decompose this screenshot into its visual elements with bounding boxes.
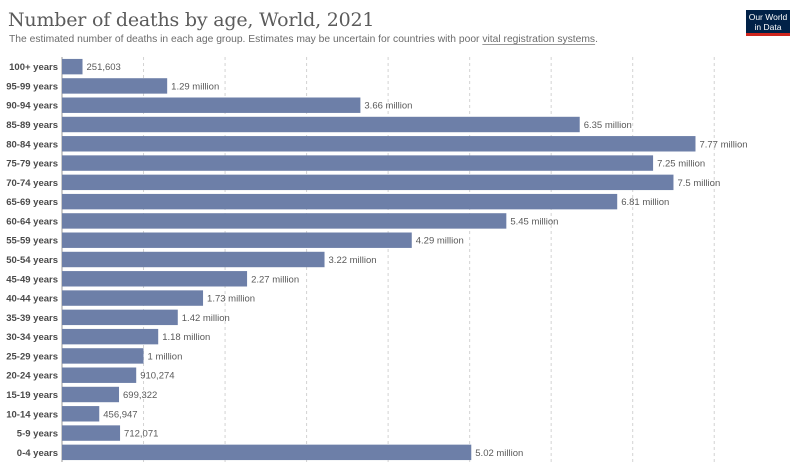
bar[interactable] <box>62 290 204 306</box>
chart-subtitle: The estimated number of deaths in each a… <box>9 34 598 45</box>
bar[interactable] <box>62 386 120 403</box>
category-label: 90-94 years <box>6 101 58 112</box>
category-labels: 100+ years 95-99 years 90-94 years 85-89 ye… <box>6 62 58 459</box>
value-label: 456,947 <box>103 409 137 420</box>
category-label: 15-19 years <box>6 390 58 401</box>
bar[interactable] <box>62 271 248 287</box>
category-label: 0-4 years <box>17 448 58 459</box>
bar[interactable] <box>62 425 121 441</box>
value-label: 1.42 million <box>182 313 230 324</box>
subtitle-text: The estimated number of deaths in each a… <box>9 34 483 45</box>
category-label: 50-54 years <box>6 255 58 266</box>
bar[interactable] <box>62 174 674 191</box>
category-label: 5-9 years <box>17 429 58 440</box>
category-label: 40-44 years <box>6 294 58 305</box>
bar[interactable] <box>62 328 159 345</box>
logo-line-2: in Data <box>754 21 782 32</box>
value-label: 1.73 million <box>207 294 255 305</box>
category-label: 75-79 years <box>6 159 58 170</box>
category-label: 35-39 years <box>6 313 58 324</box>
bars <box>62 58 696 461</box>
value-label: 6.35 million <box>584 120 632 131</box>
value-label: 1.18 million <box>162 332 210 343</box>
value-label: 7.5 million <box>677 178 720 189</box>
value-label: 712,071 <box>124 429 158 440</box>
bar[interactable] <box>62 193 618 210</box>
bar[interactable] <box>62 78 168 94</box>
value-label: 6.81 million <box>621 197 669 208</box>
bar[interactable] <box>62 58 83 75</box>
category-label: 45-49 years <box>6 274 58 285</box>
bar[interactable] <box>62 406 100 422</box>
chart-title: Number of deaths by age, World, 2021 <box>8 9 375 31</box>
value-label: 4.29 million <box>416 236 464 247</box>
vital-registration-link[interactable]: vital registration systems <box>482 34 596 45</box>
value-label: 5.02 million <box>475 448 523 459</box>
category-label: 55-59 years <box>6 236 58 247</box>
value-label: 1.29 million <box>171 81 219 92</box>
value-label: 2.27 million <box>251 274 299 285</box>
bar[interactable] <box>62 367 137 383</box>
category-label: 100+ years <box>9 62 58 73</box>
value-label: 7.77 million <box>699 139 747 150</box>
value-label: 251,603 <box>87 62 121 73</box>
bar[interactable] <box>62 444 472 461</box>
category-label: 30-34 years <box>6 332 58 343</box>
bar[interactable] <box>62 348 144 364</box>
bar[interactable] <box>62 309 178 326</box>
category-label: 60-64 years <box>6 216 58 227</box>
category-label: 20-24 years <box>6 371 58 382</box>
bar[interactable] <box>62 116 580 133</box>
bar[interactable] <box>62 136 696 152</box>
category-label: 95-99 years <box>6 81 58 92</box>
logo-line-1: Our World <box>748 12 788 22</box>
category-label: 85-89 years <box>6 120 58 131</box>
category-label: 10-14 years <box>6 409 58 420</box>
bar[interactable] <box>62 97 361 113</box>
value-label: 3.66 million <box>364 101 412 112</box>
bar[interactable] <box>62 232 412 248</box>
bar[interactable] <box>62 213 507 229</box>
category-label: 70-74 years <box>6 178 58 189</box>
owid-logo[interactable]: Our World in Data <box>746 10 790 36</box>
category-label: 80-84 years <box>6 139 58 150</box>
value-label: 5.45 million <box>510 216 558 227</box>
bar[interactable] <box>62 251 325 268</box>
value-label: 1 million <box>148 351 183 362</box>
value-labels: 251,603 1.29 million 3.66 million 6.35 mill… <box>87 62 748 459</box>
category-label: 65-69 years <box>6 197 58 208</box>
category-label: 25-29 years <box>6 351 58 362</box>
value-label: 699,322 <box>123 390 157 401</box>
value-label: 7.25 million <box>657 159 705 170</box>
value-label: 3.22 million <box>329 255 377 266</box>
value-label: 910,274 <box>140 371 174 382</box>
subtitle-end: . <box>595 34 598 45</box>
bar[interactable] <box>62 155 654 171</box>
